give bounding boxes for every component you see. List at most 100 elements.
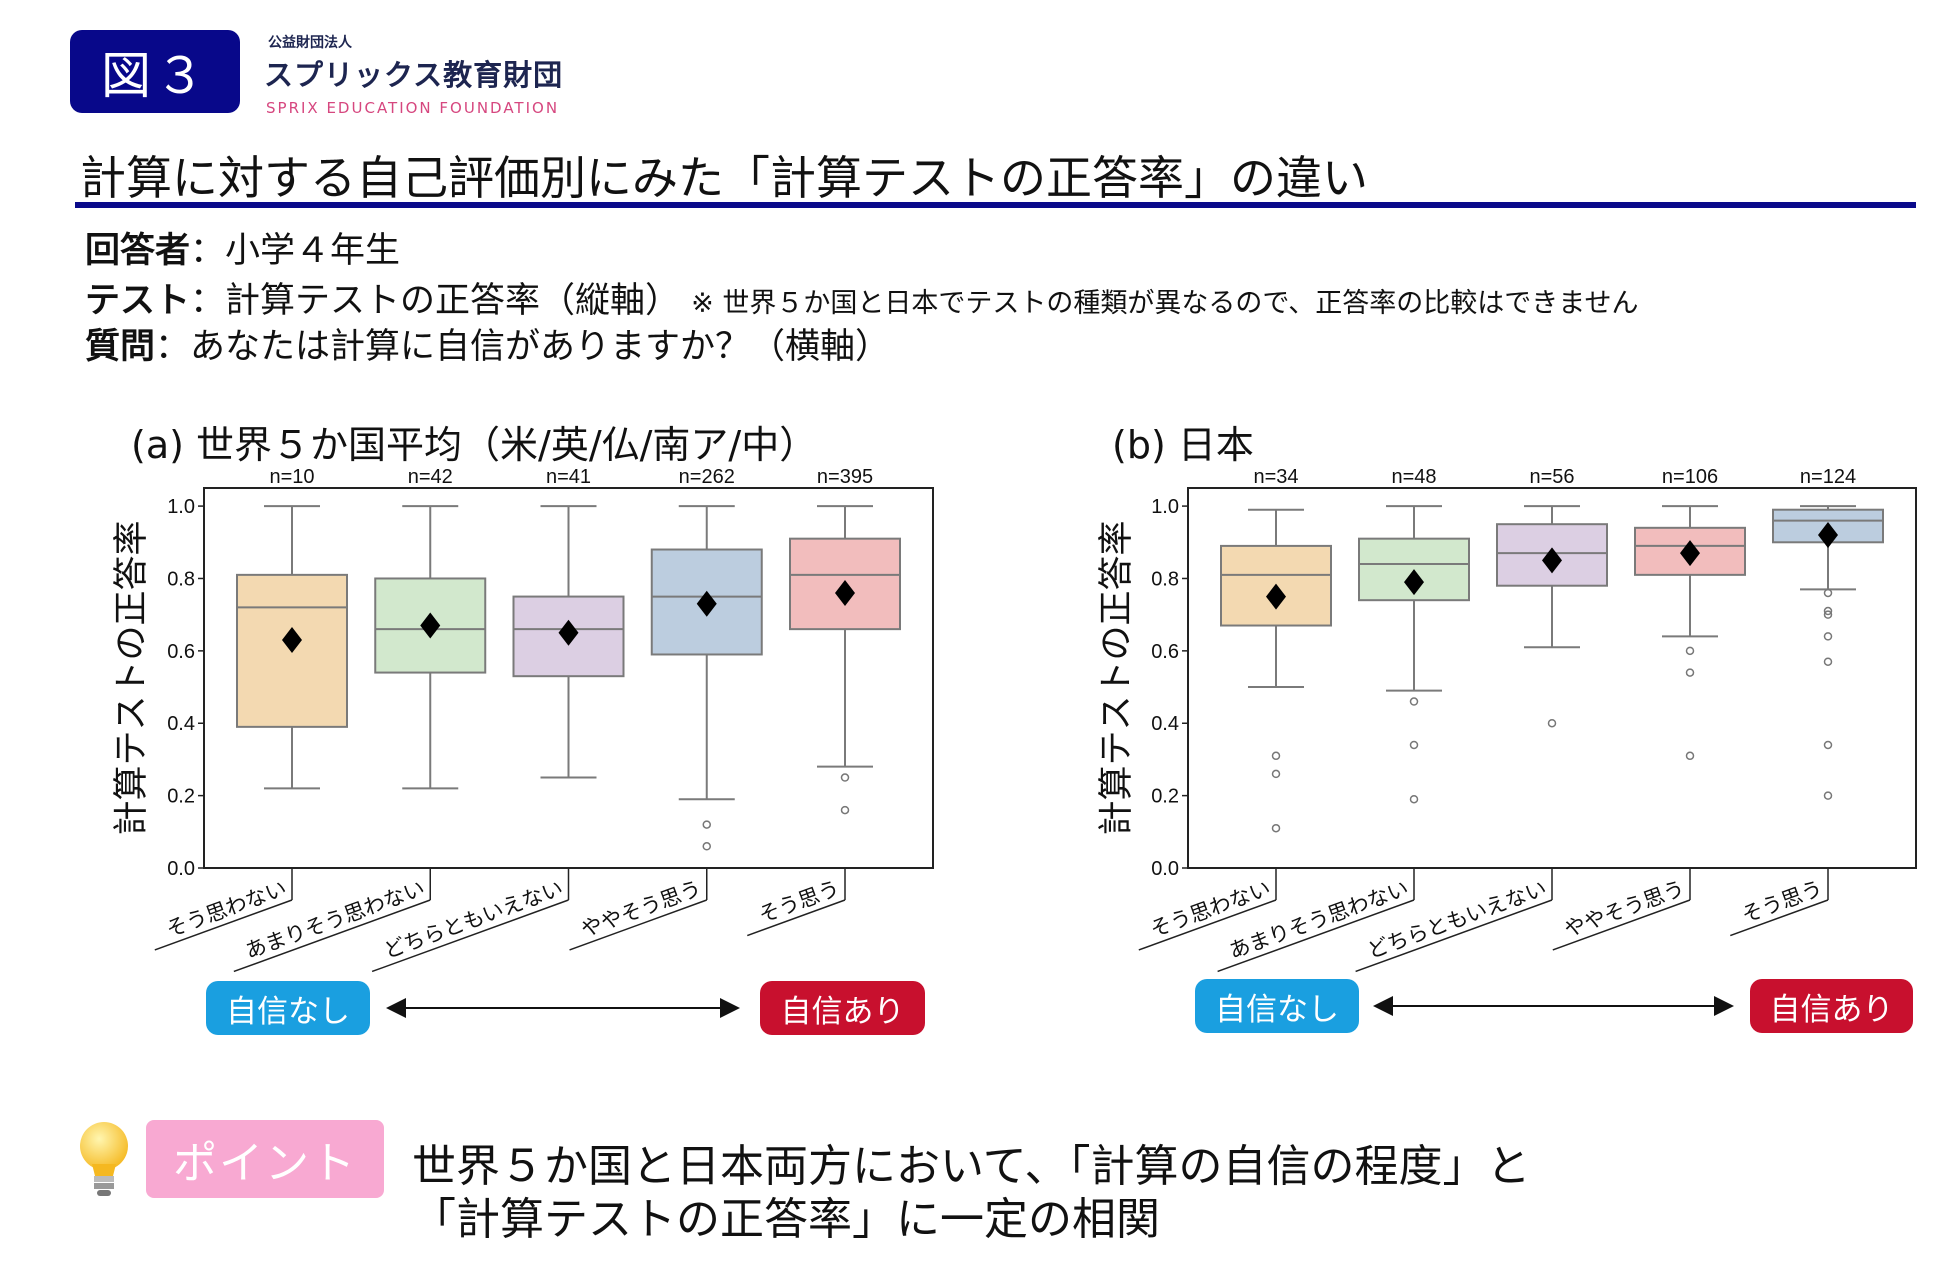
point-text-line2: 「計算テストの正答率」に一定の相関 bbox=[412, 1194, 1160, 1245]
box-1 bbox=[1220, 508, 1332, 833]
question-line: 質問：あなたは計算に自信がありますか？（横軸） bbox=[85, 318, 890, 369]
y-tick-label: 0.8 bbox=[1151, 568, 1179, 590]
mean-marker bbox=[558, 619, 579, 646]
respondent-label: 回答者 bbox=[85, 231, 191, 271]
mean-marker bbox=[1542, 547, 1562, 574]
box-3 bbox=[512, 505, 625, 779]
x-label-underline bbox=[1138, 899, 1277, 951]
mean-marker bbox=[1266, 583, 1286, 610]
chart-a-title: (a) 世界５か国平均（米/英/仏/南ア/中） bbox=[131, 423, 818, 467]
mean-marker bbox=[1818, 522, 1838, 549]
box-4 bbox=[650, 505, 763, 851]
n-label: n=395 bbox=[817, 466, 873, 488]
test-note: ※ 世界５か国と日本でテストの種類が異なるので、正答率の比較はできません bbox=[691, 288, 1639, 319]
outlier-point bbox=[1409, 697, 1419, 706]
n-label: n=106 bbox=[1662, 466, 1718, 488]
x-label-underline bbox=[1217, 899, 1415, 973]
outlier-point bbox=[1823, 606, 1833, 616]
outlier-point bbox=[702, 842, 711, 851]
org-type: 公益財団法人 bbox=[268, 35, 352, 51]
y-tick-label: 0.4 bbox=[167, 713, 195, 735]
test-value: ：計算テストの正答率（縦軸） bbox=[190, 281, 681, 321]
x-label-underline bbox=[569, 899, 708, 951]
iqr-box bbox=[1220, 544, 1332, 627]
y-tick-label: 0.6 bbox=[167, 641, 195, 663]
y-tick-label: 0.6 bbox=[1151, 641, 1179, 663]
x-label-underline bbox=[233, 899, 431, 973]
y-tick-label: 1.0 bbox=[167, 496, 195, 518]
test-line: テスト：計算テストの正答率（縦軸） ※ 世界５か国と日本でテストの種類が異なるの… bbox=[85, 272, 1639, 323]
respondent-line: 回答者：小学４年生 bbox=[85, 222, 400, 273]
figure-badge: 図３ bbox=[70, 30, 240, 113]
title-divider bbox=[75, 202, 1916, 208]
chart-b-title: (b) 日本 bbox=[1112, 423, 1254, 467]
mean-marker bbox=[1680, 540, 1700, 567]
outlier-point bbox=[1823, 588, 1833, 598]
point-text-line1: 世界５か国と日本両方において、「計算の自信の程度」と bbox=[412, 1141, 1531, 1192]
point-badge: ポイント bbox=[146, 1120, 384, 1198]
x-label-underline bbox=[747, 899, 846, 937]
n-label: n=48 bbox=[1391, 466, 1436, 488]
mean-marker bbox=[696, 590, 717, 617]
y-tick-label: 1.0 bbox=[1151, 496, 1179, 518]
n-label: n=41 bbox=[546, 466, 591, 488]
x-label-underline bbox=[1355, 899, 1553, 973]
outlier-point bbox=[840, 805, 850, 815]
high-confidence-label-b: 自信あり bbox=[1750, 979, 1913, 1033]
outlier-point bbox=[1685, 646, 1695, 656]
outlier-point bbox=[1409, 740, 1419, 750]
box-2 bbox=[1358, 505, 1470, 804]
n-label: n=42 bbox=[408, 466, 453, 488]
y-tick-label: 0.0 bbox=[167, 858, 195, 880]
mean-marker bbox=[835, 579, 855, 606]
outlier-point bbox=[1271, 823, 1281, 833]
org-logo-name-en: SPRIX EDUCATION FOUNDATION bbox=[266, 99, 560, 117]
box-5 bbox=[1772, 505, 1884, 800]
n-label: n=10 bbox=[269, 466, 314, 488]
y-tick-label: 0.4 bbox=[1151, 713, 1179, 735]
x-label-underline bbox=[154, 899, 293, 951]
outlier-point bbox=[1823, 657, 1833, 666]
low-confidence-label-a: 自信なし bbox=[206, 981, 370, 1035]
y-axis-label: 計算テストの正答率 bbox=[1097, 520, 1137, 835]
outlier-point bbox=[1823, 791, 1833, 800]
n-label: n=34 bbox=[1253, 466, 1298, 488]
x-tick-label: そう思う bbox=[1739, 876, 1826, 927]
outlier-point bbox=[1547, 718, 1557, 728]
y-axis-label: 計算テストの正答率 bbox=[112, 520, 152, 835]
x-tick-label: ややそう思う bbox=[578, 876, 705, 942]
n-label: n=124 bbox=[1800, 466, 1856, 488]
mean-marker bbox=[420, 612, 441, 639]
x-label-underline bbox=[1552, 899, 1691, 951]
n-label: n=262 bbox=[679, 466, 735, 488]
y-tick-label: 0.0 bbox=[1151, 858, 1179, 880]
lightbulb-icon bbox=[80, 1122, 128, 1196]
mean-marker bbox=[1404, 569, 1424, 596]
x-label-underline bbox=[371, 899, 569, 973]
outlier-point bbox=[1271, 751, 1281, 761]
box-1 bbox=[236, 505, 348, 790]
outlier-point bbox=[702, 820, 711, 829]
x-tick-label: ややそう思う bbox=[1561, 876, 1688, 942]
box-5 bbox=[789, 505, 901, 815]
chart-a: 0.00.20.40.60.81.0計算テストの正答率n=10そう思わないn=4… bbox=[112, 466, 934, 973]
box-3 bbox=[1496, 505, 1608, 728]
respondent-value: ：小学４年生 bbox=[190, 231, 401, 271]
x-label-underline bbox=[1730, 899, 1829, 937]
outlier-point bbox=[1685, 751, 1695, 761]
high-confidence-label-a: 自信あり bbox=[760, 981, 925, 1035]
page-title: 計算に対する自己評価別にみた「計算テストの正答率」の違い bbox=[80, 151, 1368, 205]
y-tick-label: 0.2 bbox=[1151, 786, 1179, 808]
outlier-point bbox=[1409, 794, 1419, 804]
outlier-point bbox=[1271, 769, 1281, 779]
mean-marker bbox=[282, 627, 302, 653]
outlier-point bbox=[1685, 668, 1695, 677]
box-2 bbox=[374, 505, 487, 790]
question-label: 質問 bbox=[85, 327, 156, 367]
question-value: ：あなたは計算に自信がありますか？（横軸） bbox=[155, 327, 891, 367]
test-label: テスト bbox=[85, 281, 191, 321]
chart-b: 0.00.20.40.60.81.0計算テストの正答率n=34そう思わないn=4… bbox=[1097, 466, 1917, 973]
outlier-point bbox=[840, 773, 850, 782]
y-tick-label: 0.2 bbox=[167, 786, 195, 808]
